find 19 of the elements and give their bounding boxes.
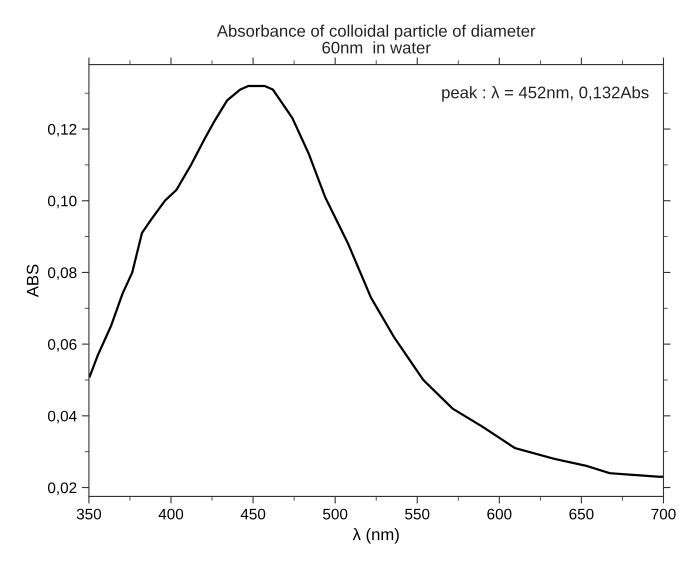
y-tick-label: 0,06 [48,339,76,352]
y-axis-title: ABS [26,264,39,298]
y-tick-label: 0,04 [48,410,77,424]
x-tick-label: 450 [240,508,266,520]
annotation: peak : λ = 452nm, 0,132Abs [442,86,649,102]
chart-title: Absorbance of colloidal particle of diameter 60nm in water [216,24,536,54]
x-tick-label: 350 [76,508,102,520]
x-tick-label: 550 [405,508,430,520]
x-tick-label: 500 [323,508,348,520]
x-tick-label: 400 [158,508,184,520]
line-series [88,84,664,478]
y-tick-label: 0,12 [48,124,76,137]
x-tick-label: 700 [652,508,676,520]
x-axis-title: λ (nm) [352,528,399,544]
y-tick-label: 0,02 [48,482,76,496]
x-tick-label: 650 [569,508,594,520]
y-tick-label: 0,08 [48,267,76,280]
x-tick-label: 600 [487,508,512,520]
y-tick-label: 0,10 [48,196,77,208]
